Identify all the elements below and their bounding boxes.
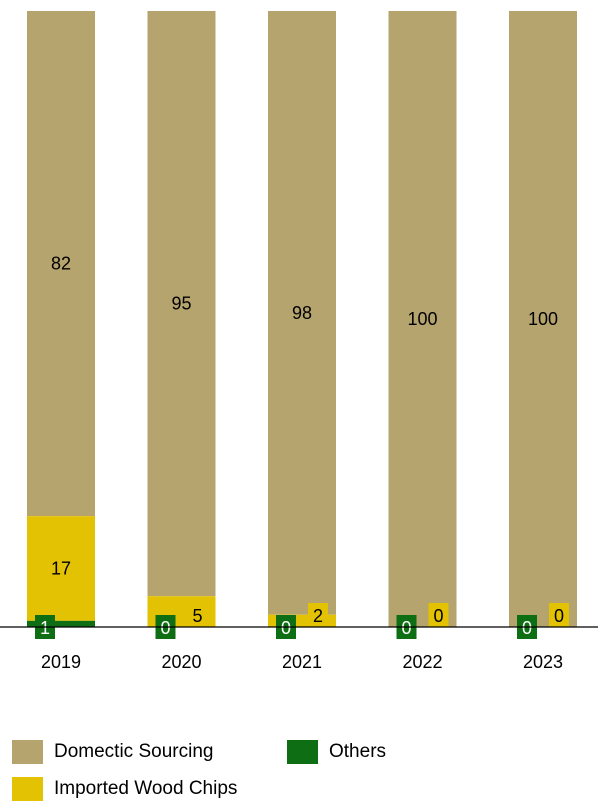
bar-domestic-sourcing-2020: [147, 11, 216, 597]
data-label-box-imported-wood-chips-2020: [187, 603, 208, 627]
legend: Domectic Sourcing Others Imported Wood C…: [0, 728, 598, 802]
data-label-box-imported-wood-chips-2023: [549, 603, 569, 627]
data-label-others-2020: 0: [160, 618, 170, 638]
data-label-others-2021: 0: [281, 618, 291, 638]
data-label-imported-wood-chips-2020: 5: [192, 606, 202, 626]
bar-domestic-sourcing-2022: [388, 11, 457, 627]
data-label-others-2022: 0: [401, 618, 411, 638]
data-label-others-2023: 0: [522, 618, 532, 638]
bar-others-2019: [27, 620, 95, 627]
data-label-imported-wood-chips-2019: 17: [51, 558, 71, 578]
legend-swatch-imported-wood-chips: [12, 777, 43, 801]
legend-label-others: Others: [329, 741, 387, 762]
x-tick-label-2019: 2019: [41, 652, 81, 672]
bar-domestic-sourcing-2019: [27, 11, 95, 517]
data-label-domestic-sourcing-2022: 100: [407, 309, 437, 329]
data-label-imported-wood-chips-2021: 2: [313, 606, 323, 626]
data-label-domestic-sourcing-2019: 82: [51, 254, 71, 274]
data-label-box-imported-wood-chips-2022: [428, 603, 449, 627]
data-label-domestic-sourcing-2020: 95: [171, 294, 191, 314]
legend-item-others: Others: [287, 740, 386, 764]
data-label-domestic-sourcing-2021: 98: [292, 303, 312, 323]
x-tick-label-2020: 2020: [161, 652, 201, 672]
bar-domestic-sourcing-2021: [268, 11, 336, 615]
bar-domestic-sourcing-2023: [509, 11, 577, 627]
legend-item-imported-wood-chips: Imported Wood Chips: [12, 777, 237, 801]
bar-imported-wood-chips-2019: [27, 516, 95, 621]
x-tick-label-2021: 2021: [282, 652, 322, 672]
legend-item-domestic-sourcing: Domectic Sourcing: [12, 740, 213, 764]
x-tick-label-2023: 2023: [523, 652, 563, 672]
stacked-bar-chart: 82 17 1 2019 95 5 0 2020 98 2 0 2021 100 0 0 2022 100 0 0 2…: [0, 11, 598, 672]
x-tick-label-2022: 2022: [402, 652, 442, 672]
legend-swatch-domestic-sourcing: [12, 740, 43, 764]
data-label-box-imported-wood-chips-2021: [308, 603, 328, 627]
data-label-imported-wood-chips-2023: 0: [554, 606, 564, 626]
data-label-domestic-sourcing-2023: 100: [528, 309, 558, 329]
data-label-others-2019: 1: [40, 618, 50, 638]
legend-label-domestic-sourcing: Domectic Sourcing: [54, 741, 214, 762]
legend-swatch-others: [287, 740, 318, 764]
legend-label-imported-wood-chips: Imported Wood Chips: [54, 778, 238, 799]
data-label-imported-wood-chips-2022: 0: [433, 606, 443, 626]
